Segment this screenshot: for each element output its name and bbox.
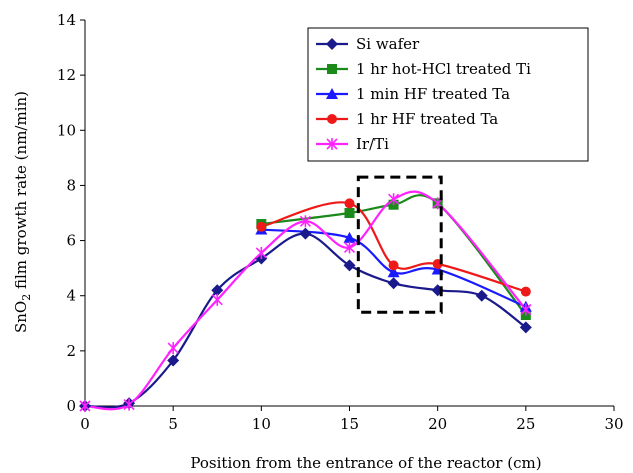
data-point-series-2 (343, 231, 356, 243)
data-point-series-3 (520, 286, 531, 297)
x-tick-label: 20 (428, 415, 447, 433)
data-point-series-0 (519, 321, 532, 334)
data-point-series-0 (387, 277, 400, 290)
data-point-series-3 (256, 221, 267, 232)
data-point-series-4 (167, 342, 179, 355)
legend-label: 1 min HF treated Ta (356, 85, 510, 103)
data-point-series-0 (167, 354, 180, 367)
x-tick-label: 0 (80, 415, 90, 433)
data-point-series-2 (387, 266, 400, 278)
data-point-series-0 (299, 227, 312, 240)
data-point-series-4 (520, 303, 532, 316)
legend-label: 1 hr HF treated Ta (356, 110, 498, 128)
legend-label: Si wafer (356, 35, 420, 53)
data-point-series-4 (388, 193, 400, 206)
legend: Si wafer 1 hr hot-HCl treated Ti 1 min HF … (307, 27, 589, 162)
data-point-series-3 (388, 260, 399, 271)
legend-swatch-marker (327, 114, 337, 124)
y-axis-title-rest: film growth rate (nm/min) (12, 91, 30, 294)
data-point-series-0 (475, 289, 488, 302)
legend-label: 1 hr hot-HCl treated Ti (356, 60, 531, 78)
legend-swatch-marker (326, 88, 338, 99)
data-point-series-1 (344, 208, 355, 218)
legend-swatch-marker (326, 138, 338, 150)
y-tick-label: 2 (66, 342, 76, 360)
x-axis-title: Position from the entrance of the reacto… (190, 454, 541, 472)
x-tick-label: 5 (168, 415, 178, 433)
y-tick-label: 0 (66, 397, 76, 415)
y-axis-title-main: SnO (12, 301, 30, 333)
data-point-series-4 (79, 400, 91, 412)
data-point-series-3 (344, 198, 355, 209)
y-tick-label: 12 (57, 66, 76, 84)
data-point-series-4 (343, 241, 356, 254)
data-point-series-0 (343, 259, 356, 272)
series-line-4 (84, 190, 527, 411)
y-tick-label: 10 (57, 121, 76, 139)
y-tick-label: 6 (66, 232, 76, 250)
x-tick-label: 10 (252, 415, 271, 433)
data-point-series-4 (255, 246, 267, 259)
series-markers (79, 193, 532, 412)
legend-swatch-marker (326, 38, 338, 50)
data-point-series-0 (211, 284, 224, 297)
legend-box (307, 27, 589, 162)
axes: 0 2 4 6 8 10 12 14 0 5 10 15 20 25 30 (57, 11, 624, 433)
x-tick-label: 25 (516, 415, 535, 433)
x-tick-label: 30 (604, 415, 623, 433)
data-point-series-4 (211, 293, 223, 306)
legend-swatch-marker (327, 64, 337, 74)
y-tick-label: 8 (66, 176, 76, 194)
data-point-series-4 (299, 215, 311, 228)
y-axis-title: SnO2 film growth rate (nm/min) (12, 91, 33, 333)
y-tick-label: 14 (57, 11, 76, 29)
data-point-series-4 (123, 398, 135, 411)
x-tick-label: 15 (340, 415, 359, 433)
legend-label: Ir/Ti (356, 135, 389, 153)
y-axis-title-sub: 2 (20, 294, 33, 301)
y-tick-label: 4 (66, 287, 76, 305)
highlight-box (356, 175, 443, 314)
